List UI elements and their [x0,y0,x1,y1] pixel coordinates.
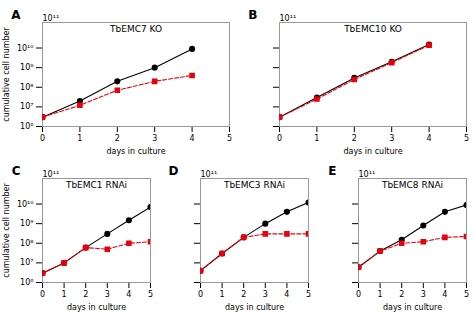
svg-text:days in culture: days in culture [383,303,442,312]
svg-text:3: 3 [263,290,268,299]
svg-text:TbEMC1 RNAi: TbEMC1 RNAi [65,180,127,190]
svg-text:2: 2 [399,290,404,299]
svg-text:cumulative cell number: cumulative cell number [2,183,11,278]
svg-text:days in culture: days in culture [343,147,402,156]
svg-text:5: 5 [148,290,153,299]
svg-text:10¹¹: 10¹¹ [201,170,218,179]
svg-text:10⁸: 10⁸ [20,239,33,248]
svg-text:days in culture: days in culture [106,147,165,156]
svg-text:10⁶: 10⁶ [20,278,33,287]
svg-text:3: 3 [389,134,394,143]
svg-text:2: 2 [83,290,88,299]
svg-text:2: 2 [115,134,120,143]
svg-text:days in culture: days in culture [225,303,284,312]
svg-text:5: 5 [464,134,469,143]
svg-text:0: 0 [277,134,282,143]
svg-text:TbEMC7 KO: TbEMC7 KO [109,24,162,34]
svg-text:1: 1 [378,290,383,299]
svg-text:cumulative cell number: cumulative cell number [2,27,11,122]
svg-text:TbEMC3 RNAi: TbEMC3 RNAi [223,180,285,190]
svg-text:1: 1 [220,290,225,299]
svg-text:1: 1 [77,134,82,143]
svg-text:4: 4 [126,290,131,299]
svg-text:10⁷: 10⁷ [20,258,33,267]
svg-text:5: 5 [227,134,232,143]
svg-text:4: 4 [427,134,432,143]
svg-text:10¹¹: 10¹¹ [359,170,376,179]
svg-text:4: 4 [442,290,447,299]
svg-text:10¹¹: 10¹¹ [43,14,60,23]
svg-text:10¹¹: 10¹¹ [280,14,297,23]
svg-text:E: E [328,164,336,178]
svg-text:10¹⁰: 10¹⁰ [17,200,34,209]
svg-text:3: 3 [421,290,426,299]
svg-text:0: 0 [40,134,45,143]
svg-text:0: 0 [40,290,45,299]
svg-text:10¹¹: 10¹¹ [43,170,60,179]
svg-text:1: 1 [62,290,67,299]
svg-text:days in culture: days in culture [67,303,126,312]
svg-text:0: 0 [356,290,361,299]
svg-text:2: 2 [241,290,246,299]
svg-text:D: D [169,164,179,178]
svg-text:TbEMC8 RNAi: TbEMC8 RNAi [381,180,443,190]
svg-text:3: 3 [105,290,110,299]
svg-text:5: 5 [306,290,311,299]
svg-text:10⁷: 10⁷ [20,102,33,111]
svg-text:10⁶: 10⁶ [20,122,33,131]
svg-text:10⁹: 10⁹ [20,63,33,72]
svg-text:TbEMC10 KO: TbEMC10 KO [343,24,402,34]
svg-text:5: 5 [464,290,469,299]
svg-text:3: 3 [152,134,157,143]
svg-text:10⁹: 10⁹ [20,219,33,228]
svg-text:10⁸: 10⁸ [20,83,33,92]
svg-text:A: A [11,8,21,22]
svg-text:2: 2 [352,134,357,143]
svg-text:1: 1 [314,134,319,143]
svg-text:C: C [12,164,21,178]
svg-text:4: 4 [284,290,289,299]
svg-text:0: 0 [198,290,203,299]
svg-text:4: 4 [190,134,195,143]
svg-text:10¹⁰: 10¹⁰ [17,44,34,53]
svg-text:B: B [248,8,257,22]
